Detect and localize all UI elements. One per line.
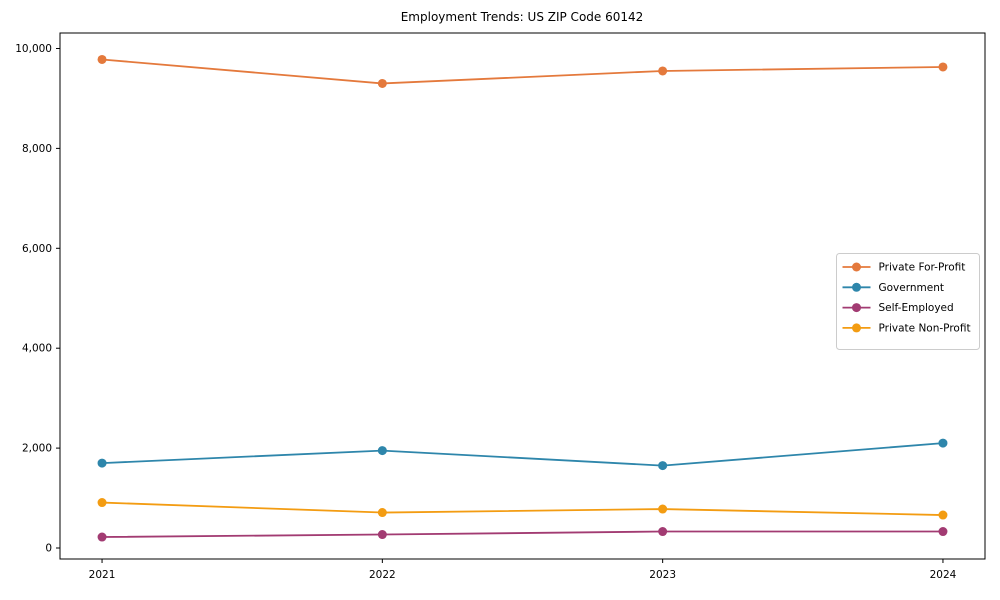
data-point-government-2024 — [938, 438, 948, 448]
data-point-government-2023 — [658, 461, 668, 471]
data-point-private-for-profit-2021 — [97, 54, 107, 64]
data-point-self-employed-2024 — [938, 527, 948, 537]
data-point-self-employed-2021 — [97, 532, 107, 542]
x-tick-label: 2024 — [930, 569, 957, 581]
y-tick-label: 4,000 — [22, 343, 52, 355]
series-lines — [97, 54, 948, 542]
x-tick-label: 2022 — [369, 569, 396, 581]
data-point-private-for-profit-2024 — [938, 62, 948, 72]
series-line-government — [102, 442, 944, 467]
legend-marker-dot — [852, 262, 861, 272]
series-line-private-non-profit — [102, 501, 943, 516]
data-point-government-2021 — [97, 458, 107, 468]
series-line-private-for-profit — [101, 58, 943, 85]
data-point-private-non-profit-2022 — [377, 508, 387, 518]
data-point-private-non-profit-2021 — [97, 498, 107, 508]
chart-title: Employment Trends: US ZIP Code 60142 — [401, 10, 644, 24]
legend-label-private-non-profit: Private Non-Profit — [879, 322, 971, 334]
y-tick-label: 8,000 — [22, 143, 52, 155]
legend-marker-dot — [852, 323, 861, 333]
x-tick-label: 2023 — [649, 569, 676, 581]
data-point-self-employed-2022 — [377, 530, 387, 540]
y-tick-label: 6,000 — [22, 243, 52, 255]
y-tick-label: 0 — [45, 543, 52, 555]
y-tick-label: 10,000 — [15, 43, 52, 55]
legend-label-government: Government — [879, 282, 944, 294]
axes: 0 2,000 4,000 6,000 8,000 10,000 2021 2022 2023 2… — [15, 32, 986, 581]
legend-marker-dot — [852, 282, 861, 292]
y-tick-label: 2,000 — [22, 443, 52, 455]
legend-label-self-employed: Self-Employed — [879, 302, 954, 314]
series-line-self-employed — [102, 530, 943, 538]
data-point-self-employed-2023 — [658, 527, 668, 537]
data-point-private-for-profit-2022 — [377, 78, 387, 88]
data-point-private-non-profit-2023 — [658, 504, 668, 514]
plot-frame — [59, 32, 986, 560]
data-point-private-non-profit-2024 — [938, 510, 948, 520]
legend-label-private-for-profit: Private For-Profit — [879, 262, 966, 274]
legend-marker-dot — [852, 303, 861, 313]
legend-box — [836, 253, 980, 350]
data-point-government-2022 — [377, 446, 387, 456]
data-point-private-for-profit-2023 — [658, 66, 668, 76]
legend: Private For-Profit Government Self-Employe… — [836, 253, 980, 350]
x-tick-label: 2021 — [89, 569, 116, 581]
